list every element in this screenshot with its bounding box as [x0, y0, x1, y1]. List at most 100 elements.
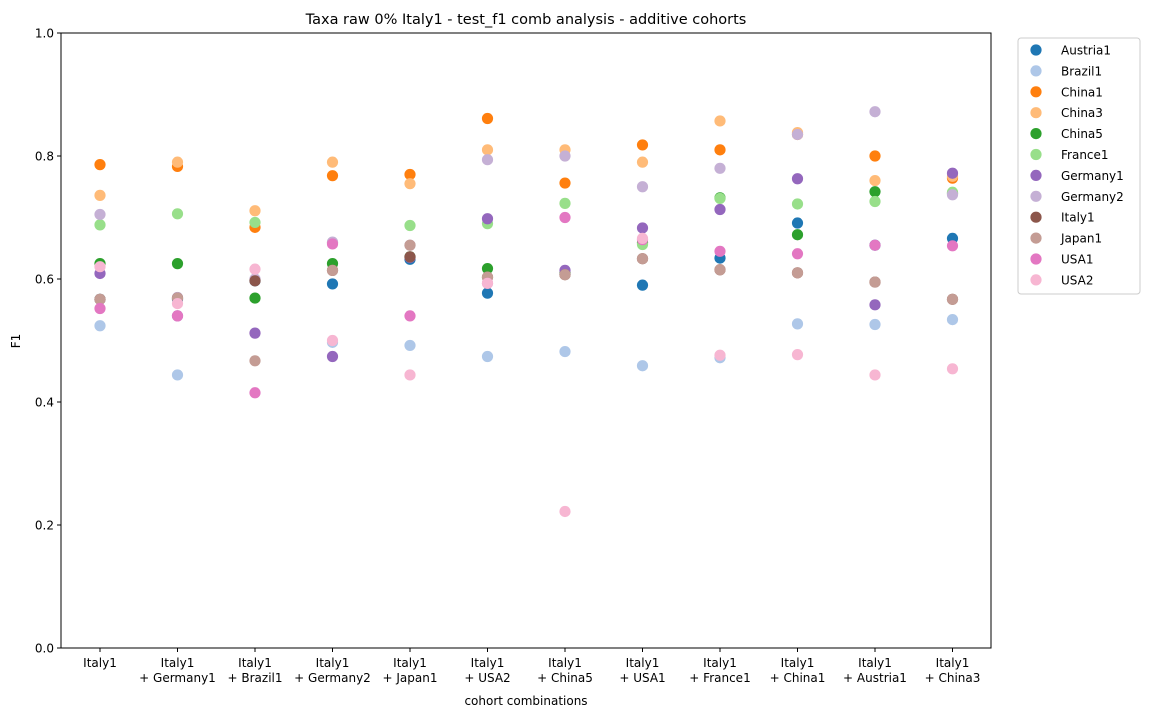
data-point-china3: [869, 175, 881, 187]
data-point-brazil1: [869, 318, 881, 331]
x-tick-label: + China3: [925, 671, 981, 685]
data-point-germany1: [791, 173, 804, 185]
legend-marker: [1030, 253, 1042, 265]
data-point-china3: [714, 115, 726, 127]
x-tick-label: Italy1: [316, 656, 350, 670]
data-point-usa2: [404, 369, 416, 381]
data-point-germany1: [946, 167, 959, 179]
data-point-usa2: [636, 232, 649, 245]
data-point-japan1: [946, 293, 959, 305]
data-point-france1: [869, 195, 881, 208]
legend-marker: [1030, 211, 1042, 223]
legend-label: Brazil1: [1061, 64, 1102, 78]
data-point-japan1: [404, 239, 416, 251]
x-tick-label: + Brazil1: [228, 671, 283, 685]
data-point-usa1: [326, 238, 339, 250]
legend-label: Italy1: [1061, 211, 1095, 225]
legend-box: [1017, 37, 1141, 295]
legend-label: France1: [1061, 148, 1109, 162]
data-point-germany2: [481, 154, 494, 166]
chart-title: Taxa raw 0% Italy1 - test_f1 comb analys…: [305, 12, 747, 28]
legend: Austria1 Brazil1 China1 China3 China5 France1…: [1017, 37, 1141, 295]
data-point-china3: [94, 189, 106, 201]
x-tick-label: + China1: [770, 671, 826, 685]
x-tick-label: + France1: [689, 671, 750, 685]
data-point-usa2: [714, 349, 726, 361]
data-point-usa2: [869, 369, 881, 381]
data-point-china5: [481, 262, 494, 275]
data-point-brazil1: [636, 360, 649, 372]
x-tick-label: + USA1: [619, 671, 665, 685]
data-point-usa2: [481, 277, 494, 289]
data-point-brazil1: [946, 313, 959, 326]
data-point-china1: [559, 177, 571, 189]
y-tick-label: 0.2: [35, 519, 54, 533]
data-point-brazil1: [559, 345, 571, 358]
data-point-brazil1: [481, 350, 494, 363]
legend-marker: [1030, 107, 1042, 119]
y-axis: 0.0 0.2 0.4 0.6 0.8 1.0: [35, 27, 61, 656]
data-point-france1: [404, 219, 416, 232]
legend-marker: [1030, 44, 1042, 56]
x-tick-label: Italy1: [858, 656, 892, 670]
legend-marker: [1030, 86, 1042, 98]
data-point-china1: [714, 144, 726, 156]
data-point-china3: [326, 156, 339, 168]
data-point-austria1: [326, 278, 339, 290]
x-tick-label: Italy1: [161, 656, 195, 670]
legend-label: USA2: [1061, 273, 1093, 287]
data-point-france1: [714, 192, 726, 205]
data-point-france1: [791, 198, 804, 210]
data-point-italy1: [404, 251, 416, 263]
legend-marker: [1030, 190, 1042, 202]
legend-marker: [1030, 169, 1042, 181]
data-point-china3: [636, 156, 649, 168]
legend-label: China1: [1061, 85, 1103, 99]
data-point-usa2: [559, 505, 571, 518]
data-point-japan1: [714, 264, 726, 276]
data-point-usa1: [714, 245, 726, 257]
x-tick-label: + USA2: [464, 671, 510, 685]
legend-label: Austria1: [1061, 44, 1111, 58]
data-point-germany1: [714, 203, 726, 216]
data-point-japan1: [326, 264, 339, 276]
x-tick-label: Italy1: [238, 656, 272, 670]
x-tick-label: Italy1: [936, 656, 970, 670]
y-tick-label: 0.6: [35, 273, 54, 287]
data-point-china3: [404, 178, 416, 190]
data-point-china1: [326, 170, 339, 182]
y-tick-label: 0.8: [35, 150, 54, 164]
x-tick-label: Italy1: [83, 656, 117, 670]
data-point-usa2: [946, 363, 959, 375]
data-point-china5: [171, 258, 184, 270]
data-point-brazil1: [404, 339, 416, 352]
data-point-usa2: [791, 349, 804, 361]
plot-frame: [60, 32, 992, 649]
x-tick-label: + Germany1: [139, 671, 216, 685]
y-tick-label: 0.0: [35, 642, 54, 656]
x-tick-label: Italy1: [781, 656, 815, 670]
data-point-usa2: [249, 263, 261, 275]
data-point-italy1: [249, 275, 261, 287]
data-point-usa1: [249, 387, 261, 399]
x-tick-label: Italy1: [548, 656, 582, 670]
data-point-france1: [249, 216, 261, 229]
y-tick-label: 0.4: [35, 396, 54, 410]
data-point-brazil1: [791, 318, 804, 330]
data-point-usa1: [171, 310, 184, 322]
plot-points: [94, 106, 959, 518]
legend-marker: [1030, 128, 1042, 140]
data-point-china1: [94, 159, 106, 171]
data-point-japan1: [869, 276, 881, 288]
data-point-austria1: [481, 287, 494, 299]
data-point-austria1: [636, 279, 649, 291]
data-point-usa1: [869, 239, 881, 251]
data-point-germany2: [946, 189, 959, 201]
x-axis-label: cohort combinations: [464, 694, 587, 708]
data-point-germany2: [559, 150, 571, 162]
data-point-usa2: [326, 334, 339, 347]
data-point-germany1: [636, 222, 649, 234]
data-point-china1: [404, 168, 416, 181]
legend-marker: [1030, 232, 1042, 244]
